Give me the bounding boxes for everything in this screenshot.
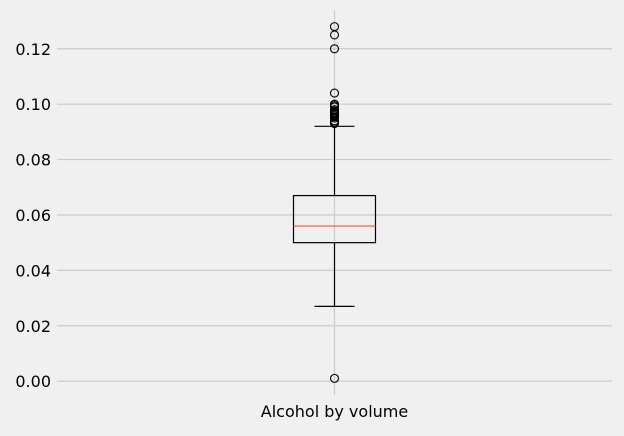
outlier-point xyxy=(329,105,340,115)
outlier-point xyxy=(329,22,340,32)
y-tick-label: 0.00 xyxy=(15,372,51,391)
y-tick-label: 0.04 xyxy=(15,261,51,280)
outlier-point xyxy=(329,99,340,109)
y-tick-label: 0.06 xyxy=(15,206,51,225)
y-tick-label: 0.12 xyxy=(15,40,51,59)
box-group xyxy=(292,22,377,383)
x-tick-label: Alcohol by volume xyxy=(261,402,408,421)
y-tick-label: 0.02 xyxy=(15,317,51,336)
outlier-point xyxy=(329,373,340,383)
outlier-point xyxy=(329,88,340,98)
axis-labels: 0.00 0.02 0.04 0.06 0.08 0.10 0.12 Alcohol by v… xyxy=(15,40,408,421)
iqr-box xyxy=(292,194,377,244)
outlier-point xyxy=(329,44,340,54)
y-tick-label: 0.10 xyxy=(15,95,51,114)
y-tick-label: 0.08 xyxy=(15,151,51,170)
